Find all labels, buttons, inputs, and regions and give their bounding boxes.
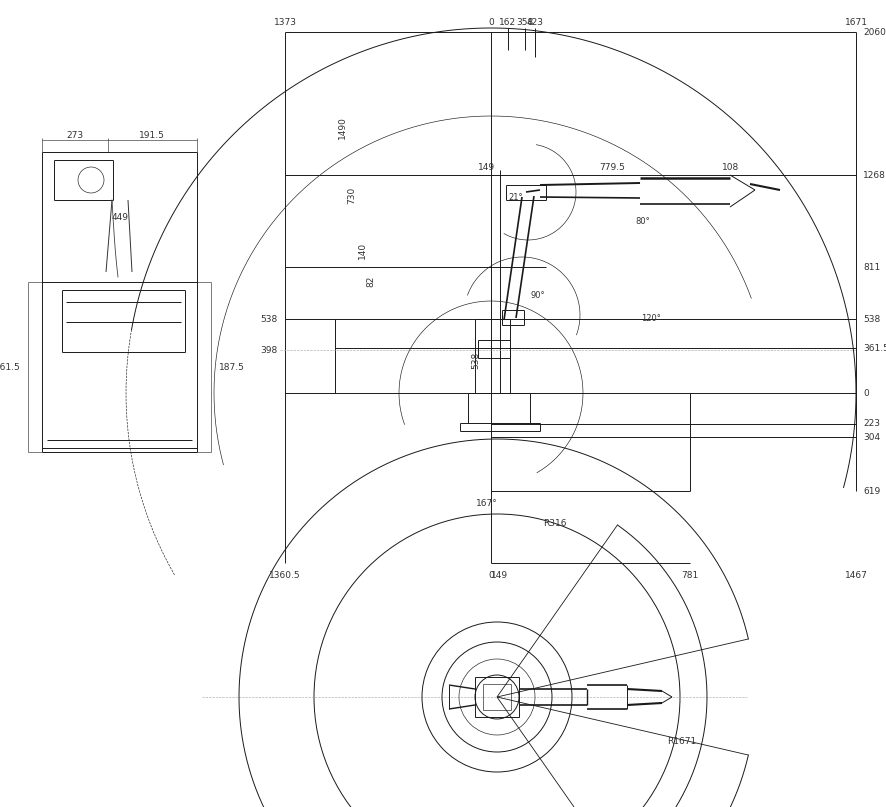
Text: 1490: 1490 [337,116,346,140]
Text: 1467: 1467 [843,571,867,580]
Text: 0: 0 [487,571,494,580]
Text: 223: 223 [862,420,879,429]
Text: 538: 538 [260,315,277,324]
Text: 187.5: 187.5 [219,362,245,371]
Text: 538: 538 [862,315,879,324]
Text: 273: 273 [66,131,83,140]
Text: 619: 619 [862,487,879,495]
Text: 2060: 2060 [862,27,885,36]
Text: 21°: 21° [508,194,523,203]
Text: 261.5: 261.5 [0,362,20,371]
Text: 0: 0 [862,388,867,398]
Text: 361.5: 361.5 [862,344,886,353]
Bar [475,677,518,717]
Text: 149: 149 [491,571,508,580]
Text: 191.5: 191.5 [139,131,165,140]
Text: 90°: 90° [530,291,545,299]
Text: 730: 730 [347,186,356,203]
Text: 108: 108 [721,162,739,172]
Text: 120°: 120° [641,313,660,323]
Text: 167°: 167° [476,500,497,508]
Text: 811: 811 [862,262,879,271]
Text: R316: R316 [542,520,566,529]
Text: 1671: 1671 [843,18,867,27]
Text: 1360.5: 1360.5 [268,571,300,580]
Text: 149: 149 [478,162,495,172]
Text: 80°: 80° [635,218,649,227]
Text: 162: 162 [499,18,516,27]
Text: 538: 538 [471,351,480,369]
Text: 304: 304 [862,433,879,441]
Text: 140: 140 [357,241,366,258]
Text: 779.5: 779.5 [598,162,625,172]
Text: 0: 0 [487,18,494,27]
Text: R1671: R1671 [666,738,696,746]
Text: 1373: 1373 [273,18,296,27]
Text: 781: 781 [680,571,698,580]
Text: 82: 82 [366,275,375,286]
Text: 423: 423 [526,18,543,27]
Text: 1268: 1268 [862,170,885,179]
Text: 449: 449 [112,212,128,221]
Bar [483,684,510,710]
Text: 398: 398 [260,345,277,354]
Text: 358: 358 [516,18,533,27]
